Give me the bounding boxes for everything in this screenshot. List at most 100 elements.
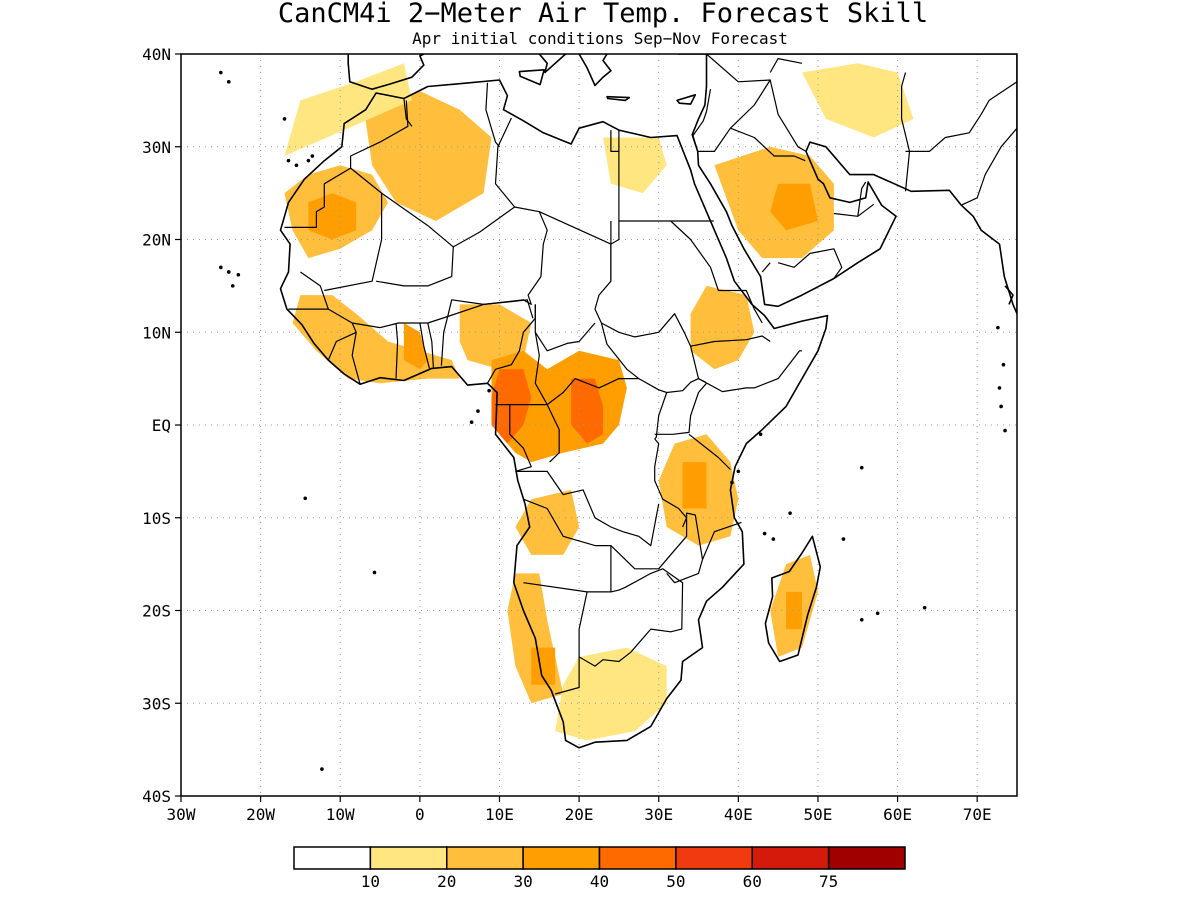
colorbar-swatch [522,846,601,870]
country-border-28 [701,521,742,560]
country-border-52 [705,89,712,112]
country-border-55 [610,130,619,152]
island-30 [320,767,324,771]
island-14 [487,388,491,393]
island-21 [841,537,846,541]
arabia-coast [677,54,1017,315]
country-border-48 [769,57,803,73]
island-24 [999,404,1003,409]
country-border-22 [654,392,668,440]
skill-region-13 [555,647,667,741]
colorbar: 10 20 30 40 50 60 75 [293,846,906,891]
italy-coast [538,54,567,74]
country-border-13 [606,343,802,394]
skill-region-12 [531,647,556,685]
country-border-36 [419,322,430,369]
y-tick-label: 30S [142,694,171,713]
country-border-20 [546,404,560,463]
country-border-46 [833,203,875,217]
colorbar-swatch [675,846,753,870]
y-axis-ticks: 40N 30N 20N 10N EQ 10S 20S 30S 40S [142,45,181,806]
island-6 [306,158,311,163]
colorbar-swatch [751,846,830,870]
island-3 [282,117,287,121]
country-border-16 [534,332,639,406]
colorbar-label: 30 [513,872,532,891]
x-tick-label: 20E [565,805,594,824]
country-border-50 [961,127,1017,206]
colorbar-swatch [827,846,906,870]
y-tick-label: 10N [142,323,171,342]
x-axis-ticks: 30W 20W 10W 0 10E 20E 30E 40E 50E 60E 70E [167,796,992,824]
y-tick-label: EQ [152,416,171,435]
island-19 [859,617,864,622]
country-border-14 [690,335,771,347]
island-20 [922,605,927,610]
coastlines [219,54,1017,771]
x-tick-label: 30E [644,805,673,824]
x-tick-label: 30W [167,805,196,824]
x-tick-label: 60E [883,805,912,824]
island-31 [758,432,763,437]
island-10 [219,265,223,270]
country-border-1 [324,167,383,292]
country-border-49 [905,81,1017,152]
island-25 [1001,362,1006,367]
colorbar-label: 60 [743,872,762,891]
country-border-40 [769,79,807,152]
country-border-24 [523,498,612,593]
island-27 [1003,428,1007,433]
chart-title: CanCM4i 2−Meter Air Temp. Forecast Skill [278,0,928,29]
colorbar-label: 50 [666,872,685,891]
plot-area [181,54,1017,796]
country-border-30 [688,433,731,470]
x-tick-label: 20W [246,805,275,824]
y-tick-label: 20S [142,602,171,621]
country-border-38 [440,316,449,366]
country-border-39 [698,54,771,152]
country-border-12 [601,313,706,383]
island-5 [294,163,299,168]
country-border-53 [403,98,413,127]
island-29 [303,496,308,501]
skill-region-9 [571,378,603,444]
country-border-4 [375,192,454,287]
island-13 [476,409,480,413]
crete-coast [606,95,631,102]
country-border-26 [578,568,684,667]
country-borders [284,54,1017,695]
cyprus-coast [676,94,697,105]
island-28 [372,570,377,575]
colorbar-swatch [446,846,524,870]
country-border-6 [427,206,548,324]
iberia-coast [347,54,425,90]
sicily-coast [518,69,545,86]
colorbar-swatch [293,846,372,870]
country-border-45 [857,181,867,217]
y-tick-label: 30N [142,138,171,157]
country-border-11 [670,220,763,324]
country-border-42 [793,155,806,162]
island-12 [469,420,474,425]
country-border-47 [900,72,911,192]
x-tick-label: 10E [485,805,514,824]
colorbar-label: 20 [437,872,456,891]
colorbar-swatch [598,846,677,870]
y-tick-label: 10S [142,509,171,528]
y-tick-label: 20N [142,231,171,250]
country-border-43 [777,248,843,279]
country-border-18 [486,304,536,384]
island-2 [226,80,231,84]
island-33 [730,480,734,485]
country-border-5 [453,117,516,248]
country-border-51 [692,111,708,152]
colorbar-label: 10 [361,872,380,891]
chart-subtitle: Apr initial conditions Sep−Nov Forecast [412,29,788,48]
island-32 [736,469,741,474]
skill-region-6 [459,304,532,370]
country-border-35 [395,322,399,379]
island-15 [762,531,767,536]
island-23 [997,386,1002,390]
island-18 [875,611,880,616]
